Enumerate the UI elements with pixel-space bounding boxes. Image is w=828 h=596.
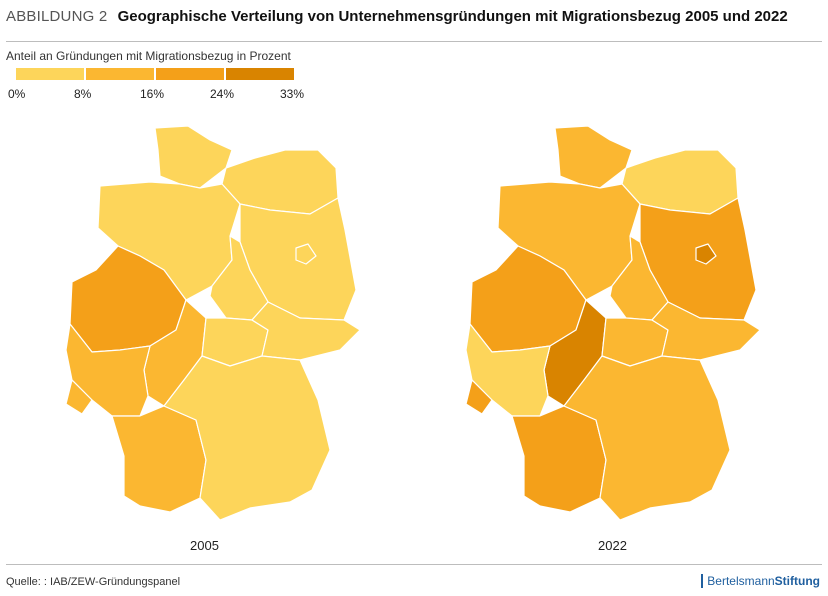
region-rheinland-pfalz-2022 [465,323,551,417]
legend-tick-0: 0% [8,87,26,101]
region-berlin-2005 [295,243,317,265]
region-schleswig-holstein-2022 [554,125,633,189]
year-label-2005: 2005 [190,538,219,553]
map-2022 [465,125,761,521]
region-sachsen-2005 [251,301,361,361]
brand-logo: BertelsmannStiftung [701,574,820,588]
region-berlin-2022 [695,243,717,265]
region-bayern-2022 [563,355,731,521]
brand-name-bold: Stiftung [774,574,820,588]
figure-label: ABBILDUNG 2 [6,8,108,25]
figure-header: ABBILDUNG 2 Geographische Verteilung von… [6,8,788,25]
map-2005 [65,125,361,521]
region-saarland-2022 [465,379,493,415]
footer-divider [6,564,822,565]
region-saarland-2005 [65,379,93,415]
source-note: Quelle: : IAB/ZEW-Gründungspanel [6,576,181,588]
maps-area [65,125,761,521]
year-label-2022: 2022 [598,538,627,553]
region-schleswig-holstein-2005 [154,125,233,189]
region-baden-wuerttemberg-2022 [511,405,607,513]
region-sachsen-2022 [651,301,761,361]
brand-name-regular: Bertelsmann [707,574,775,588]
legend-title: Anteil an Gründungen mit Migrationsbezug… [6,49,291,63]
region-bayern-2005 [163,355,331,521]
region-rheinland-pfalz-2005 [65,323,151,417]
header-divider [6,41,822,42]
region-baden-wuerttemberg-2005 [111,405,207,513]
legend-swatch-4 [226,68,294,80]
legend-tick-4: 33% [280,87,305,101]
legend-swatch-2 [86,68,156,80]
legend-tick-2: 16% [140,87,165,101]
legend-tick-1: 8% [74,87,92,101]
legend-tick-3: 24% [210,87,235,101]
figure-title: Geographische Verteilung von Unternehmen… [117,8,788,25]
legend-swatch-1 [16,68,86,80]
legend-swatch-3 [156,68,226,80]
legend-color-scale [16,68,294,80]
